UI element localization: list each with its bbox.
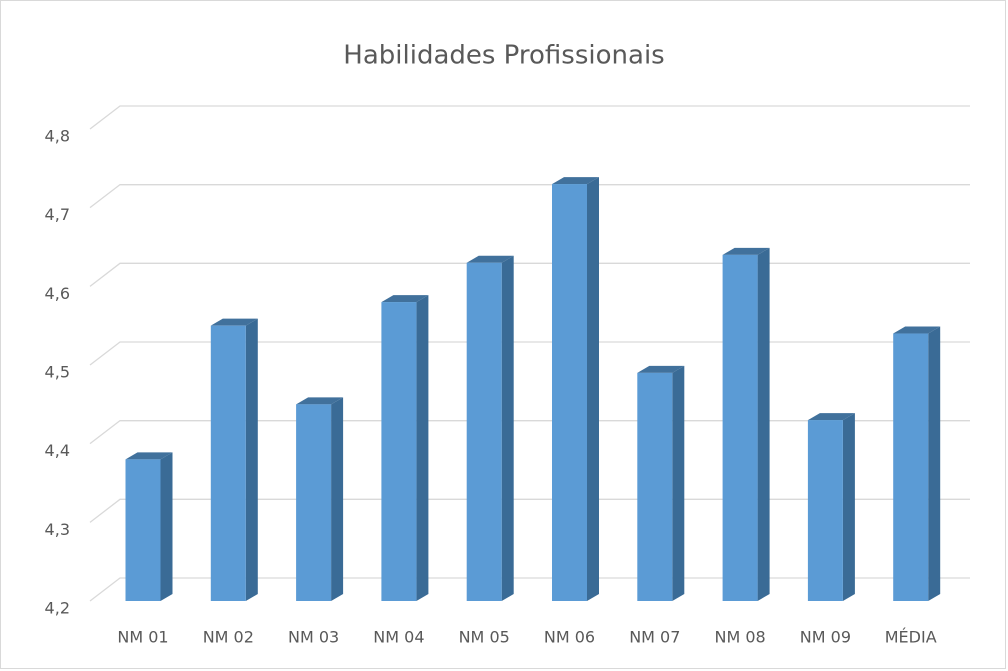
chart-title: Habilidades Profissionais <box>343 41 664 71</box>
x-tick-label: NM 01 <box>117 628 168 647</box>
bar <box>210 318 258 601</box>
y-tick-label: 4,4 <box>45 441 70 460</box>
y-tick-label: 4,5 <box>45 363 70 382</box>
bar <box>893 326 941 601</box>
bar-side <box>501 255 514 601</box>
x-tick-label: NM 07 <box>629 628 680 647</box>
x-tick-label: NM 05 <box>459 628 510 647</box>
y-tick-label: 4,8 <box>45 127 70 146</box>
x-tick-label: NM 02 <box>203 628 254 647</box>
bar <box>296 397 344 601</box>
x-tick-label: NM 06 <box>544 628 595 647</box>
bar <box>125 452 173 601</box>
bar <box>381 295 429 601</box>
y-tick-label: 4,7 <box>45 205 70 224</box>
bar-top <box>893 326 941 334</box>
grid-line <box>89 577 970 602</box>
bar-front <box>552 184 587 602</box>
bar-side <box>160 452 173 601</box>
x-tick-label: NM 03 <box>288 628 339 647</box>
bar-side <box>928 326 941 601</box>
bar-top <box>637 365 685 373</box>
y-tick-label: 4,6 <box>45 284 70 303</box>
bar-top <box>125 452 173 460</box>
bar-side <box>757 247 770 601</box>
grid-line <box>89 262 970 287</box>
bar-top <box>722 247 770 255</box>
grid-line <box>89 420 970 445</box>
grid-line <box>89 184 970 209</box>
bar-front <box>893 333 929 601</box>
bar <box>552 177 599 602</box>
bar-front <box>296 404 332 601</box>
y-tick-label: 4,3 <box>45 520 70 539</box>
bar-top <box>296 397 344 405</box>
x-tick-label: NM 04 <box>373 628 424 647</box>
bar <box>807 413 855 601</box>
bar-side <box>587 177 599 602</box>
bar-front <box>722 254 758 601</box>
grid-line <box>89 498 970 523</box>
bar-front <box>466 262 502 601</box>
bar-front <box>210 325 246 601</box>
grid-line <box>89 105 970 130</box>
bar-top <box>210 318 258 326</box>
bar-top <box>552 177 599 185</box>
bar-side <box>331 397 344 601</box>
bar-top <box>381 295 429 303</box>
bar-front <box>807 420 843 601</box>
grid-line <box>89 341 970 366</box>
bar <box>466 255 514 601</box>
bar-side <box>842 413 855 601</box>
bar-front <box>637 372 673 601</box>
x-tick-label: NM 08 <box>714 628 765 647</box>
bar-side <box>672 365 685 601</box>
x-tick-label: NM 09 <box>800 628 851 647</box>
y-tick-label: 4,2 <box>45 599 70 618</box>
bar-side <box>245 318 258 601</box>
bar-top <box>807 413 855 421</box>
bar-front <box>381 302 417 601</box>
bar <box>722 247 770 601</box>
bar-side <box>416 295 429 601</box>
bar-front <box>125 459 161 601</box>
bar <box>637 365 685 601</box>
x-tick-label: MÉDIA <box>885 628 937 647</box>
bar-top <box>466 255 514 263</box>
